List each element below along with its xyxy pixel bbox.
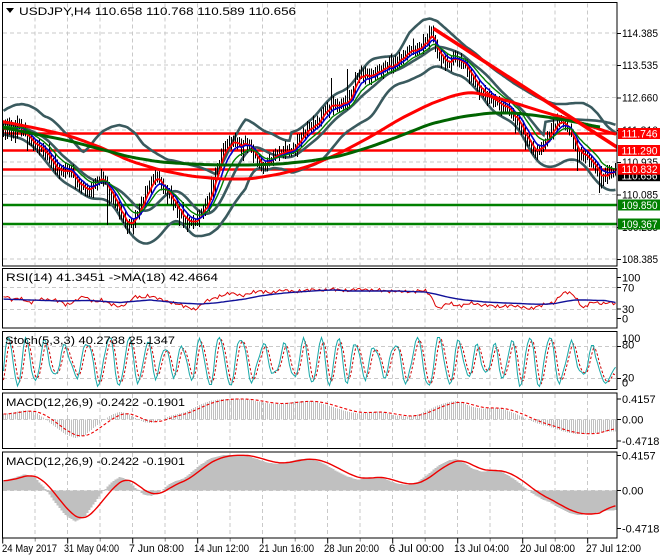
svg-text:14 Jun 12:00: 14 Jun 12:00 xyxy=(194,543,249,555)
svg-text:31 May 04:00: 31 May 04:00 xyxy=(64,543,119,555)
svg-text:-0.4718: -0.4718 xyxy=(622,436,659,448)
svg-text:0.4157: 0.4157 xyxy=(622,451,656,463)
svg-text:0: 0 xyxy=(622,314,628,326)
svg-text:113.535: 113.535 xyxy=(622,60,658,72)
svg-text:108.385: 108.385 xyxy=(622,254,658,266)
svg-text:109.850: 109.850 xyxy=(622,200,658,212)
svg-text:27 Jul 12:00: 27 Jul 12:00 xyxy=(586,543,641,555)
svg-text:6 Jul 00:00: 6 Jul 00:00 xyxy=(389,543,444,555)
svg-text:MACD(12,26,9) -0.2422 -0.1901: MACD(12,26,9) -0.2422 -0.1901 xyxy=(6,397,185,409)
svg-text:111.290: 111.290 xyxy=(622,146,658,158)
svg-text:20: 20 xyxy=(622,373,634,385)
svg-text:24 May 2017: 24 May 2017 xyxy=(2,543,57,555)
svg-text:7 Jun 08:00: 7 Jun 08:00 xyxy=(129,543,184,555)
svg-text:80: 80 xyxy=(622,340,634,352)
svg-text:13 Jul 04:00: 13 Jul 04:00 xyxy=(454,543,509,555)
svg-text:70: 70 xyxy=(622,283,634,295)
svg-text:100: 100 xyxy=(622,333,640,345)
svg-text:RSI(14) 41.3451 ->MA(18) 42.4: RSI(14) 41.3451 ->MA(18) 42.4664 xyxy=(6,272,218,284)
svg-text:USDJPY,H4 110.658 110.768 110: USDJPY,H4 110.658 110.768 110.589 110.65… xyxy=(19,6,296,18)
svg-text:20 Jul 08:00: 20 Jul 08:00 xyxy=(520,543,575,555)
svg-text:109.367: 109.367 xyxy=(622,219,658,231)
svg-text:28 Jun 20:00: 28 Jun 20:00 xyxy=(324,543,379,555)
svg-text:112.660: 112.660 xyxy=(622,93,658,105)
svg-text:MACD(12,26,9) -0.2422 -0.1901: MACD(12,26,9) -0.2422 -0.1901 xyxy=(6,456,185,468)
svg-text:110.085: 110.085 xyxy=(622,190,658,202)
svg-text:0.00: 0.00 xyxy=(622,486,643,498)
svg-text:100: 100 xyxy=(622,273,640,285)
svg-text:30: 30 xyxy=(622,304,634,316)
svg-text:0.4157: 0.4157 xyxy=(622,394,656,406)
svg-text:0: 0 xyxy=(622,378,628,390)
svg-text:111.746: 111.746 xyxy=(622,129,658,141)
svg-text:114.385: 114.385 xyxy=(622,28,658,40)
svg-text:-0.4718: -0.4718 xyxy=(622,524,659,536)
svg-text:21 Jun 16:00: 21 Jun 16:00 xyxy=(259,543,314,555)
svg-text:0.00: 0.00 xyxy=(622,415,643,427)
svg-text:Stoch(5,3,3) 40.2738 25.1347: Stoch(5,3,3) 40.2738 25.1347 xyxy=(5,335,175,347)
svg-text:110.832: 110.832 xyxy=(622,164,658,176)
